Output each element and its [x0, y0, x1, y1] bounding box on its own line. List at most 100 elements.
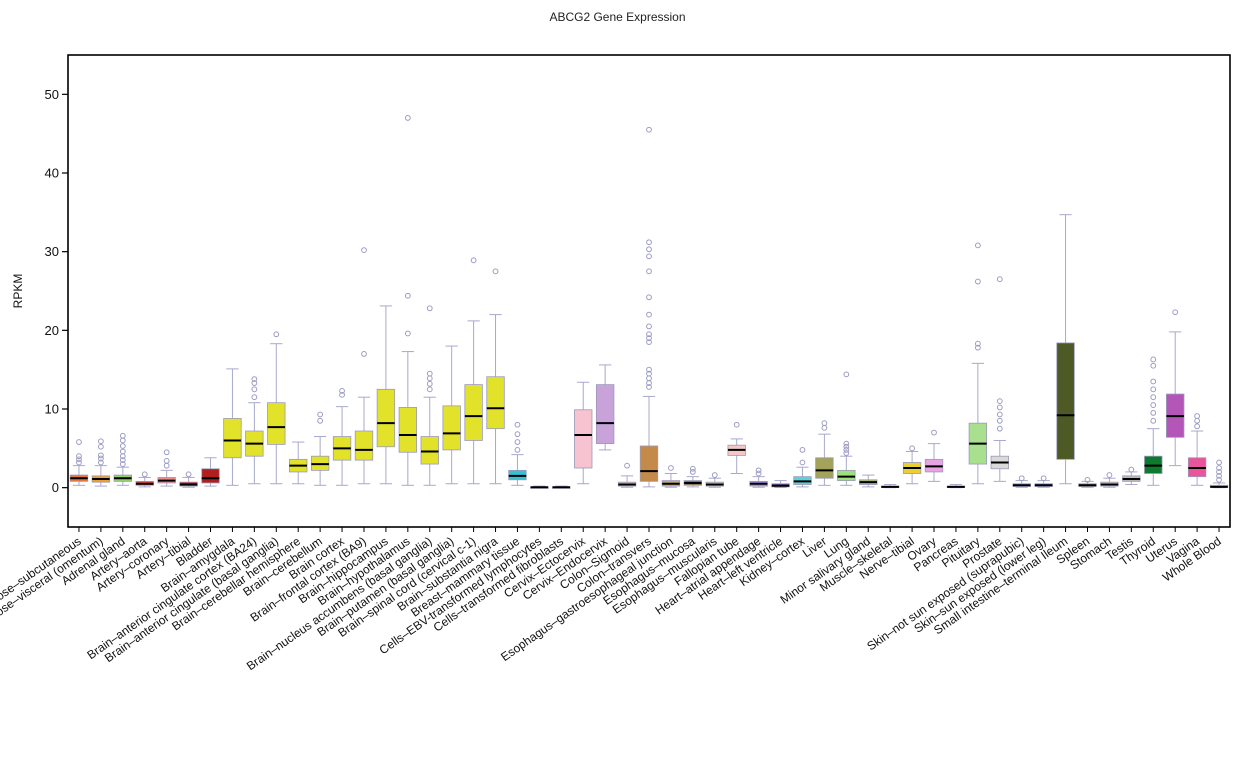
box-27 — [661, 465, 681, 488]
outlier-point — [689, 469, 696, 475]
outlier-point — [1216, 465, 1222, 471]
outlier-point — [646, 268, 652, 275]
outlier-point — [755, 470, 762, 477]
box-11 — [310, 411, 330, 486]
box-36 — [859, 474, 878, 488]
outlier-point — [97, 455, 104, 462]
box-iqr — [398, 407, 417, 453]
box-iqr — [574, 409, 593, 469]
boxes-group — [69, 115, 1229, 489]
outlier-point — [646, 339, 652, 346]
outlier-point — [492, 268, 499, 275]
outlier-point — [1216, 472, 1222, 479]
box-23 — [574, 381, 593, 485]
box-52 — [1209, 459, 1229, 489]
box-iqr — [595, 384, 615, 445]
outlier-point — [996, 404, 1003, 411]
outlier-point — [646, 384, 652, 390]
box-29 — [705, 472, 724, 488]
outlier-point — [799, 459, 806, 466]
outlier-point — [996, 425, 1003, 432]
outlier-point — [76, 453, 82, 460]
outlier-point — [821, 424, 828, 431]
box-48 — [1122, 466, 1141, 486]
box-19 — [486, 268, 505, 485]
outlier-point — [1084, 476, 1091, 483]
outlier-point — [646, 253, 652, 260]
box-28 — [683, 465, 703, 488]
outlier-point — [514, 431, 521, 438]
box-iqr — [815, 457, 834, 479]
y-tick-label: 40 — [45, 166, 59, 181]
outlier-point — [1150, 378, 1157, 385]
outlier-point — [119, 448, 126, 455]
outlier-point — [1150, 417, 1157, 424]
outlier-point — [404, 115, 411, 121]
outlier-point — [76, 459, 82, 466]
box-10 — [289, 441, 308, 485]
outlier-point — [251, 386, 258, 393]
outlier-point — [1216, 469, 1222, 475]
box-44 — [1034, 475, 1053, 488]
outlier-point — [119, 443, 126, 449]
box-12 — [332, 388, 352, 486]
outlier-point — [1150, 362, 1157, 369]
box-21 — [530, 485, 549, 489]
box-6 — [201, 457, 220, 487]
outlier-point — [843, 447, 850, 453]
outlier-point — [163, 458, 170, 464]
outlier-point — [119, 437, 126, 444]
outlier-point — [755, 467, 762, 474]
y-tick-label: 20 — [45, 323, 59, 338]
outlier-point — [514, 421, 521, 428]
box-50 — [1166, 309, 1185, 467]
box-14 — [376, 305, 396, 485]
box-49 — [1144, 356, 1163, 486]
outlier-point — [339, 391, 345, 398]
outlier-point — [974, 344, 981, 351]
outlier-point — [1150, 394, 1157, 401]
box-1 — [91, 438, 111, 487]
outlier-point — [251, 380, 258, 386]
box-iqr — [639, 445, 659, 482]
box-31 — [749, 467, 768, 488]
outlier-point — [1194, 413, 1201, 419]
outlier-point — [251, 376, 258, 383]
box-35 — [837, 371, 856, 486]
outlier-point — [470, 257, 477, 264]
box-iqr — [486, 376, 505, 430]
outlier-point — [119, 432, 126, 439]
box-25 — [617, 462, 637, 488]
outlier-point — [843, 371, 850, 378]
outlier-point — [251, 394, 258, 401]
chart-title: ABCG2 Gene Expression — [549, 10, 686, 24]
box-7 — [223, 368, 242, 486]
outlier-point — [646, 294, 652, 301]
outlier-point — [97, 443, 104, 450]
outlier-point — [317, 417, 324, 424]
outlier-point — [996, 417, 1003, 424]
outlier-point — [646, 311, 652, 318]
box-iqr — [837, 469, 856, 481]
outlier-point — [711, 472, 718, 478]
box-4 — [157, 449, 176, 487]
outlier-point — [1150, 410, 1157, 416]
outlier-point — [1216, 459, 1222, 466]
outlier-point — [1150, 386, 1157, 393]
outlier-point — [843, 450, 850, 456]
box-iqr — [354, 430, 374, 461]
outlier-point — [185, 471, 192, 478]
outlier-point — [646, 375, 652, 382]
outlier-point — [646, 335, 652, 342]
outlier-point — [624, 462, 630, 469]
outlier-point — [931, 429, 937, 436]
outlier-point — [974, 242, 981, 249]
box-38 — [902, 445, 922, 485]
box-3 — [135, 471, 154, 488]
box-41 — [968, 242, 988, 485]
outlier-point — [141, 471, 148, 478]
outlier-point — [514, 447, 521, 453]
outlier-point — [843, 443, 850, 450]
y-tick-label: 30 — [45, 244, 59, 259]
outlier-point — [404, 330, 411, 337]
